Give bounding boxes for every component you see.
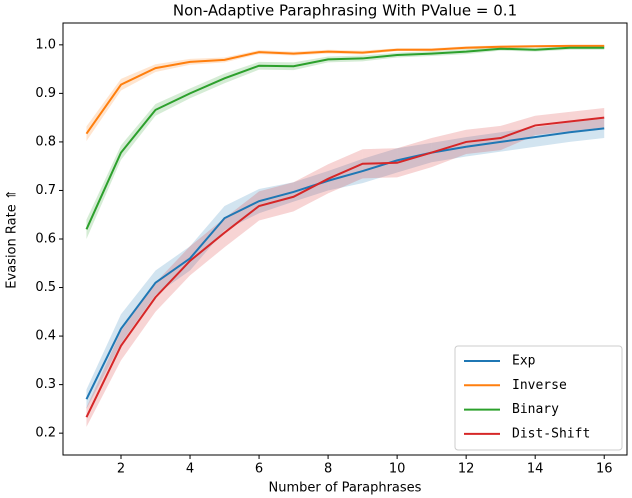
y-tick-label: 0.6 (35, 232, 56, 247)
x-axis-label: Number of Paraphrases (269, 481, 422, 496)
legend-label: Exp (512, 354, 536, 369)
y-axis-label: Evasion Rate ⇑ (5, 189, 20, 288)
data-line (85, 46, 605, 230)
data-line (85, 116, 605, 418)
y-tick-label: 0.2 (35, 426, 56, 441)
y-tick-label: 0.9 (35, 86, 56, 101)
legend-label: Dist-Shift (512, 426, 590, 441)
chart-title: Non-Adaptive Paraphrasing With PValue = … (173, 2, 517, 20)
legend-box (454, 345, 623, 451)
legend-label: Inverse (512, 378, 567, 393)
x-tick-label: 4 (186, 462, 194, 477)
x-tick-label: 10 (389, 462, 406, 477)
confidence-band (431, 129, 467, 168)
x-tick-label: 12 (458, 462, 475, 477)
x-tick-label: 8 (324, 462, 332, 477)
y-tick-label: 0.7 (35, 183, 56, 198)
y-tick-label: 1.0 (35, 37, 56, 52)
y-tick-label: 0.5 (35, 280, 56, 295)
x-tick-label: 16 (596, 462, 613, 477)
legend: Exp Inverse Binary Dist-Shift (454, 345, 623, 451)
x-tick-label: 2 (117, 462, 125, 477)
y-tick-label: 0.3 (35, 377, 56, 392)
x-tick-label: 6 (255, 462, 263, 477)
confidence-band (259, 182, 294, 214)
y-tick-label: 0.4 (35, 329, 56, 344)
confidence-band (86, 331, 121, 427)
legend-label: Binary (512, 402, 559, 417)
data-line (85, 44, 605, 135)
y-tick-label: 0.8 (35, 134, 56, 149)
x-tick-label: 14 (527, 462, 544, 477)
data-line (85, 127, 605, 400)
confidence-band (86, 314, 121, 409)
